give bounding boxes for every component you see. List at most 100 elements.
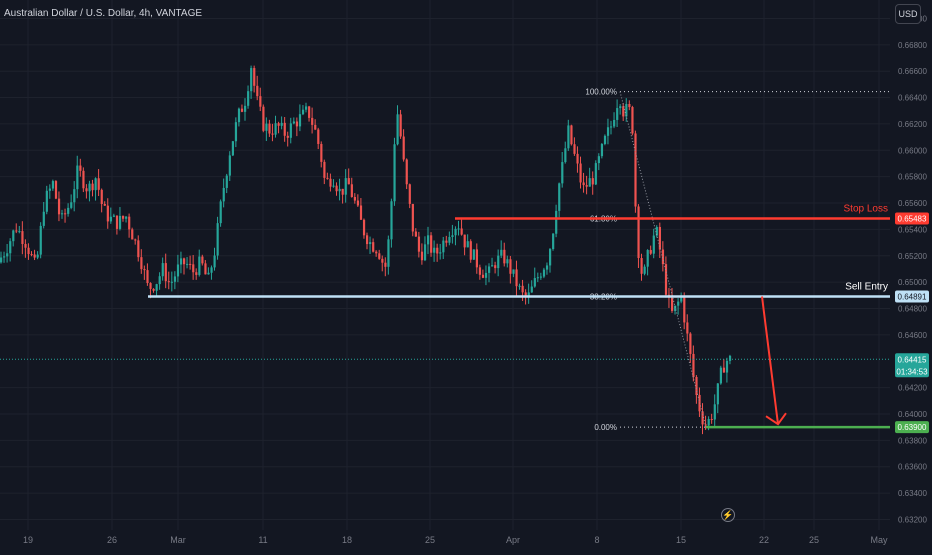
candle-body [146,270,149,284]
candle-body [18,231,21,233]
sell-entry-label: Sell Entry [845,282,888,293]
candle-body [503,249,506,264]
candle-body [408,184,411,204]
candle-body [103,203,106,206]
candle-body [192,264,195,273]
current-price-badge-text: 0.64415 [898,355,927,364]
candle-body [70,202,73,208]
candle-body [54,181,58,199]
candle-body [100,189,103,204]
candle-body [219,201,222,224]
candle-body [109,216,112,222]
candle-body [280,122,283,126]
candle-body [295,121,299,127]
candle-body [271,133,274,135]
candle-body [469,241,472,260]
time-tick-label: 26 [107,535,117,545]
price-tick-label: 0.63800 [898,436,927,445]
candle-body [576,153,579,164]
currency-button[interactable]: USD [895,4,921,24]
candle-body [710,418,713,420]
candle-body [112,215,116,217]
candle-body [704,424,707,426]
candle-body [674,305,677,311]
candle-body [45,190,48,212]
candle-body [722,367,726,373]
candle-body [652,235,655,254]
candle-body [396,114,399,145]
candle-body [186,263,189,265]
candle-body [42,211,45,226]
candle-body [707,418,710,426]
candle-body [509,259,512,274]
candle-body [552,233,555,250]
candle-body [308,106,311,118]
candle-body [683,295,686,323]
candle-body [73,189,76,203]
candle-body [48,188,51,191]
candle-body [725,360,729,373]
candle-body [631,107,634,134]
candle-body [317,129,320,144]
candle-body [640,258,643,274]
projection-arrow-shaft [761,296,779,425]
candle-body [274,123,277,135]
candle-body [225,175,228,188]
candle-body [671,297,674,311]
candle-body [286,135,289,138]
candle-body [134,239,137,241]
candle-body [140,257,143,270]
candle-body [189,263,192,265]
candle-body [582,182,585,186]
candle-body [137,240,140,258]
candle-body [597,156,600,164]
candle-body [149,283,152,289]
candle-body [423,244,427,261]
candle-body [15,230,18,232]
candle-body [606,127,610,136]
candle-body [353,197,356,201]
candle-body [573,144,576,154]
candle-body [387,239,390,267]
price-tick-label: 0.65000 [898,278,927,287]
candle-body [564,148,567,163]
candle-body [362,219,366,236]
candle-body [658,226,661,250]
candle-body [256,85,259,97]
candle-body [622,106,625,117]
candle-body [341,188,344,195]
candle-body [530,286,533,293]
candle-body [0,257,3,263]
candle-body [436,247,439,254]
candle-body [384,262,387,267]
price-tick-label: 0.64600 [898,331,927,340]
candle-body [512,269,515,274]
candle-body [402,136,405,160]
candle-body [305,106,308,110]
lightning-bolt-icon[interactable]: ⚡ [721,508,735,522]
candle-body [259,96,262,107]
candle-body [585,185,588,187]
candle-body [61,213,64,215]
candle-body [289,123,292,138]
candle-body [237,108,241,123]
projection-arrow-head [765,412,787,426]
candle-body [689,333,692,354]
candle-body [179,258,183,265]
candle-body [713,404,716,420]
candle-body [661,249,665,265]
candle-body [628,104,631,108]
candle-body [76,165,79,190]
candle-body [39,225,42,255]
candle-body [463,234,466,248]
candle-body [369,242,372,245]
candle-body [561,162,564,184]
candle-body [3,256,6,258]
fib-level-label: 100.00% [585,88,617,97]
candle-body [545,265,549,270]
candle-body [539,276,543,278]
candle-body [155,284,158,291]
